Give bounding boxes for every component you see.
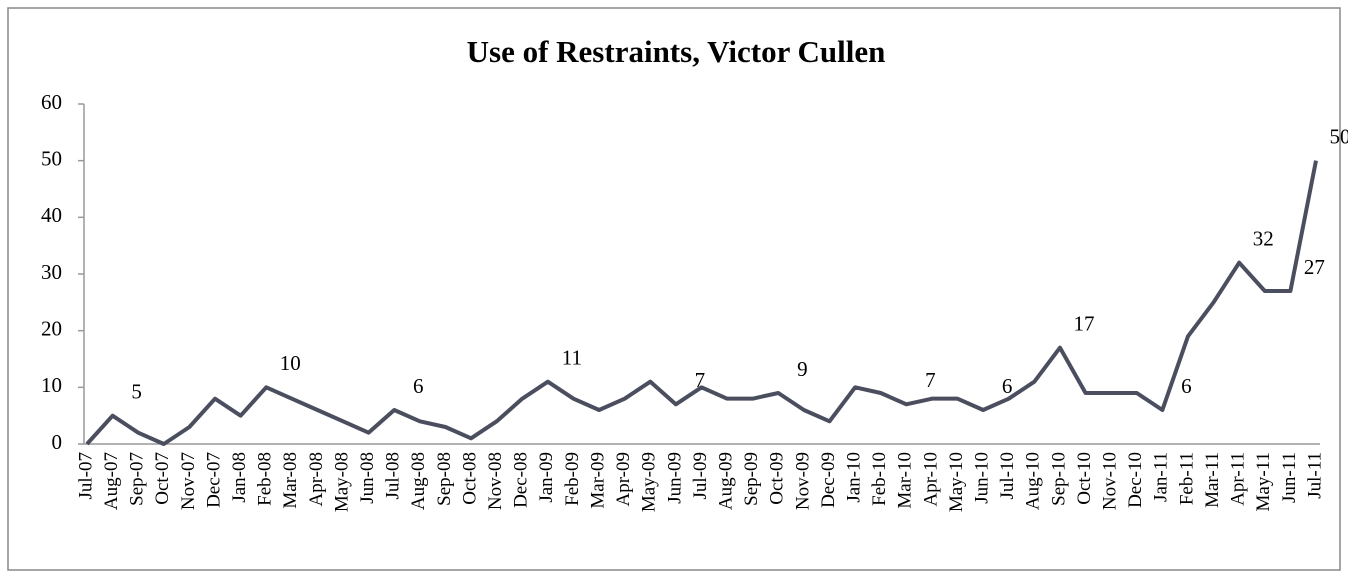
x-tick-label: Dec-09 [818,452,839,508]
x-tick-label: Feb-10 [869,452,890,506]
x-tick-label: Aug-09 [715,452,736,510]
x-tick-label: Sep-08 [434,452,455,506]
x-tick-label: Oct-08 [459,452,480,505]
x-tick-label: Aug-08 [408,452,429,510]
x-tick-label: May-10 [946,452,967,512]
x-tick-label: Apr-09 [613,452,634,507]
x-tick-label: Jan-09 [536,452,557,503]
x-tick-label: Nov-07 [178,452,199,510]
x-tick-label: Feb-09 [562,452,583,506]
x-tick-label: Jun-08 [357,452,378,504]
x-tick-label: Dec-10 [1125,452,1146,508]
x-tick-label: Jul-10 [997,452,1018,500]
line-series [85,160,1318,446]
chart-frame [7,7,1341,571]
chart-title: Use of Restraints, Victor Cullen [467,34,886,69]
x-tick-label: Jun-10 [972,452,993,504]
y-tick-label: 60 [41,90,62,114]
x-tick-label: Dec-08 [511,452,532,508]
x-tick-label: Nov-10 [1100,452,1121,510]
data-label: 6 [1002,374,1013,398]
data-label: 27 [1304,255,1325,279]
x-tick-label: Oct-09 [767,452,788,505]
x-tick-label: Jan-11 [1151,452,1172,502]
x-tick-label: Sep-07 [127,452,148,506]
x-tick-label: Jul-09 [690,452,711,500]
data-label: 6 [1181,374,1192,398]
x-tick-label: Mar-10 [895,452,916,509]
data-label: 7 [695,368,706,392]
x-tick-label: May-09 [639,452,660,512]
y-tick-label: 50 [41,146,62,170]
x-tick-label: Apr-08 [306,452,327,507]
x-tick-label: Aug-10 [1023,452,1044,510]
y-tick-label: 10 [41,373,62,397]
x-tick-label: Jul-11 [1304,452,1325,499]
x-tick-label: Jul-07 [75,452,96,500]
x-tick-label: Mar-09 [587,452,608,509]
x-tick-label: May-11 [1253,452,1274,511]
data-label: 10 [280,351,301,375]
x-tick-label: Jan-10 [843,452,864,503]
x-tick-label: May-08 [331,452,352,512]
x-tick-label: Feb-11 [1176,452,1197,505]
x-tick-label: Oct-10 [1074,452,1095,505]
data-label: 32 [1253,226,1274,250]
x-tick-label: Sep-10 [1048,452,1069,506]
x-tick-label: Apr-11 [1228,452,1249,506]
x-tick-label: Jul-08 [383,452,404,500]
x-tick-label: Sep-09 [741,452,762,506]
x-tick-label: Jun-09 [664,452,685,504]
data-label: 7 [925,368,936,392]
y-tick-label: 20 [41,316,62,340]
x-tick-label: Apr-10 [920,452,941,507]
x-tick-label: Nov-08 [485,452,506,510]
x-tick-label: Mar-11 [1202,452,1223,508]
data-label: 5 [131,379,142,403]
y-tick-label: 40 [41,203,62,227]
data-label: 6 [413,374,424,398]
data-label: 17 [1073,311,1094,335]
y-tick-label: 30 [41,260,62,284]
x-tick-label: Mar-08 [280,452,301,509]
data-label: 50 [1330,124,1348,148]
x-tick-label: Jan-08 [229,452,250,503]
x-tick-label: Dec-07 [203,452,224,508]
x-tick-label: Oct-07 [152,452,173,505]
y-tick-label: 0 [52,430,63,454]
x-tick-label: Aug-07 [101,452,122,510]
x-tick-label: Feb-08 [255,452,276,506]
data-label: 11 [562,345,582,369]
x-tick-label: Jun-11 [1279,452,1300,503]
x-tick-label: Nov-09 [792,452,813,510]
data-label: 9 [797,357,808,381]
